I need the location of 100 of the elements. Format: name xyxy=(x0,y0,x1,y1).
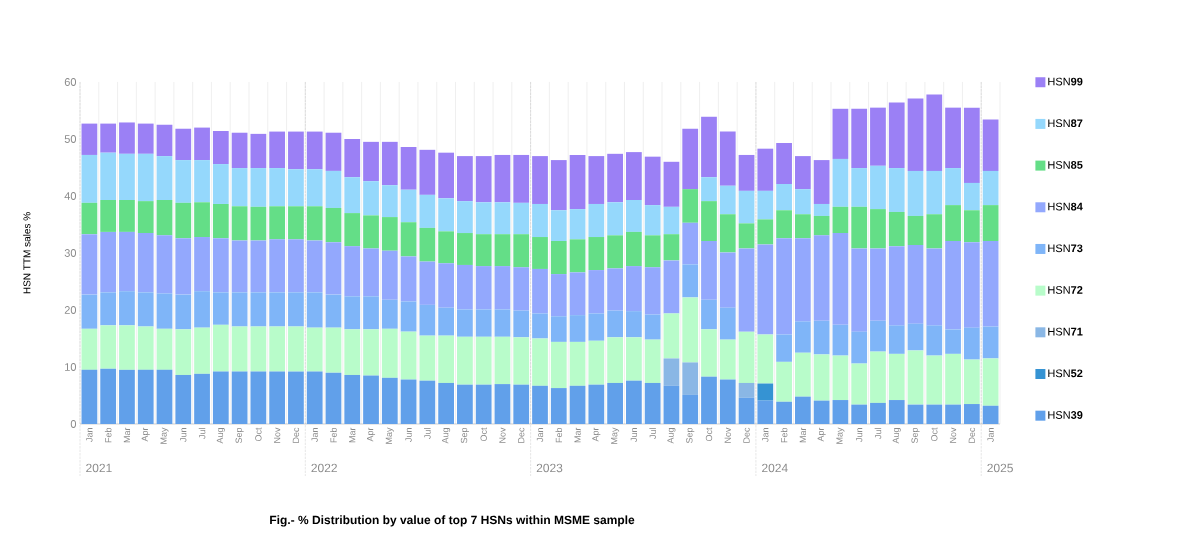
bar xyxy=(588,237,605,271)
bar xyxy=(776,142,792,185)
bar xyxy=(137,123,154,154)
bar xyxy=(475,384,492,424)
bar xyxy=(963,327,980,360)
bar xyxy=(926,170,943,215)
bar xyxy=(175,374,192,424)
bar xyxy=(607,153,623,203)
bar xyxy=(607,382,623,424)
bar xyxy=(438,198,455,232)
bar xyxy=(81,123,98,155)
bar xyxy=(513,234,530,268)
bar xyxy=(494,384,511,424)
bar xyxy=(457,309,473,337)
x-tick-label: Aug xyxy=(667,428,676,444)
bar xyxy=(494,336,511,385)
bar xyxy=(832,233,849,325)
bar xyxy=(325,294,342,328)
bar xyxy=(81,328,98,370)
bar xyxy=(438,382,455,424)
x-tick-label: Apr xyxy=(366,427,376,442)
x-tick-label: Sep xyxy=(460,427,469,444)
bar xyxy=(926,325,943,356)
bar xyxy=(344,329,361,375)
bar xyxy=(813,354,830,401)
bar xyxy=(419,335,436,381)
bar xyxy=(682,128,699,190)
legend-label: HSN71 xyxy=(1048,327,1083,336)
bar xyxy=(907,170,924,216)
x-tick-label: Jul xyxy=(874,428,882,439)
y-tick-label: 50 xyxy=(64,135,77,143)
bar xyxy=(231,240,248,293)
bar xyxy=(963,210,980,243)
bar xyxy=(269,206,286,240)
bar xyxy=(457,384,473,424)
bar xyxy=(250,133,267,169)
bar xyxy=(438,263,455,308)
bar xyxy=(119,369,135,424)
bar xyxy=(81,234,98,295)
bar xyxy=(701,241,717,300)
bar xyxy=(419,304,436,336)
bar xyxy=(475,309,492,337)
bar xyxy=(288,326,304,372)
bar xyxy=(419,261,436,305)
bar xyxy=(81,154,98,203)
bar xyxy=(119,231,135,292)
bar xyxy=(982,326,999,359)
bar xyxy=(757,190,774,220)
bar xyxy=(888,246,905,326)
bar xyxy=(588,313,605,341)
bar xyxy=(719,252,736,308)
bar xyxy=(738,154,755,191)
bar xyxy=(137,233,154,293)
bar xyxy=(550,341,567,389)
x-tick-label: Apr xyxy=(592,427,601,442)
bar xyxy=(982,358,999,406)
bar xyxy=(945,107,961,169)
bar xyxy=(701,376,717,424)
x-tick-label: Mar xyxy=(123,427,131,443)
bar xyxy=(945,241,961,330)
bar xyxy=(269,239,286,293)
bar xyxy=(757,400,774,424)
bar xyxy=(719,307,736,340)
bar xyxy=(100,292,117,326)
bar xyxy=(381,141,398,186)
x-tick-label: Oct xyxy=(480,427,487,442)
bar xyxy=(644,339,661,383)
bar xyxy=(400,301,417,332)
x-tick-label: Feb xyxy=(780,427,788,443)
bar xyxy=(119,325,135,370)
text: 2021 xyxy=(86,463,112,473)
bar xyxy=(325,207,342,243)
legend-label: HSN99 xyxy=(1048,77,1083,86)
bar xyxy=(907,323,924,351)
bar xyxy=(945,353,961,405)
bar xyxy=(231,326,248,372)
x-tick-label: Nov xyxy=(949,427,957,443)
bar xyxy=(532,203,548,238)
bar xyxy=(907,245,924,324)
bar xyxy=(588,156,605,204)
legend-label: HSN87 xyxy=(1048,119,1083,128)
bar xyxy=(832,158,849,207)
bar xyxy=(532,313,548,339)
bar xyxy=(119,153,135,200)
bar xyxy=(288,206,304,240)
bar xyxy=(363,296,379,330)
bar xyxy=(888,211,905,247)
bar xyxy=(982,170,999,206)
bar xyxy=(231,371,248,424)
bar xyxy=(457,264,473,310)
text: Fig.- % Distribution by value of top 7 HSNs within MSME sample xyxy=(270,515,635,527)
bar xyxy=(851,206,868,249)
bar xyxy=(945,168,961,206)
x-tick-label: Oct xyxy=(931,427,938,442)
bar xyxy=(419,149,436,195)
bar xyxy=(682,222,699,265)
x-tick-label: Nov xyxy=(499,427,506,443)
bar xyxy=(719,339,736,380)
x-tick-label: Jan xyxy=(311,428,318,442)
bar xyxy=(400,256,417,302)
